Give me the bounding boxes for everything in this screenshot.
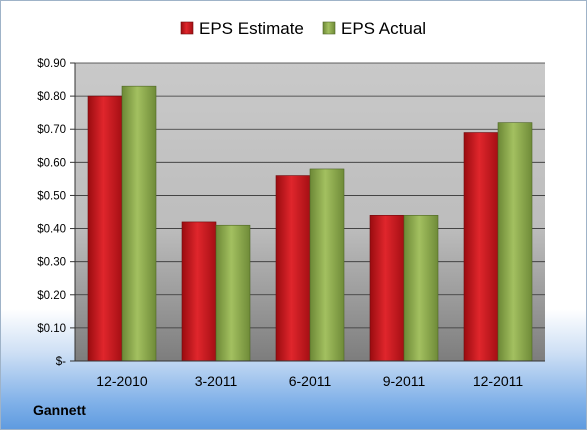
- x-category-label: 3-2011: [195, 373, 238, 389]
- y-tick-label: $0.50: [37, 190, 66, 202]
- x-category-label: 12-2011: [473, 373, 524, 389]
- y-tick-label: $0.60: [37, 157, 66, 169]
- company-name: Gannett: [33, 402, 86, 418]
- legend-label-estimate: EPS Estimate: [199, 19, 304, 38]
- legend-swatch-estimate: [180, 21, 194, 35]
- y-tick-label: $0.20: [37, 290, 66, 302]
- x-category-label: 6-2011: [289, 373, 332, 389]
- y-tick-label: $0.40: [37, 224, 66, 236]
- y-tick-label: $0.80: [37, 91, 66, 103]
- y-tick-label: $0.30: [37, 257, 66, 269]
- bar-estimate-9-2011: [369, 215, 405, 362]
- bar-actual-3-2011: [215, 224, 251, 362]
- bar-estimate-3-2011: [181, 221, 217, 362]
- bar-actual-6-2011: [309, 168, 345, 362]
- x-axis: 12-2010 3-2011 6-2011 9-2011 12-2011: [75, 360, 545, 389]
- bar-estimate-6-2011: [275, 175, 311, 362]
- bar-actual-12-2010: [121, 85, 157, 362]
- x-category-label: 9-2011: [383, 373, 426, 389]
- bar-actual-12-2011: [497, 122, 533, 362]
- y-tick-label: $-: [56, 356, 66, 368]
- x-category-label: 12-2010: [96, 373, 148, 389]
- y-tick-label: $0.70: [37, 124, 66, 136]
- bar-actual-9-2011: [403, 215, 439, 362]
- bar-estimate-12-2011: [463, 132, 499, 362]
- legend-swatch-actual: [322, 21, 336, 35]
- y-tick-label: $0.10: [37, 323, 66, 335]
- y-axis: $- $0.10 $0.20 $0.30 $0.40 $0.50 $0.60 $0.70 $0.…: [37, 58, 76, 368]
- legend-label-actual: EPS Actual: [341, 19, 426, 38]
- y-tick-label: $0.90: [37, 58, 66, 70]
- legend: EPS Estimate EPS Actual: [180, 19, 426, 38]
- bars: [87, 85, 533, 362]
- bar-estimate-12-2010: [87, 95, 123, 362]
